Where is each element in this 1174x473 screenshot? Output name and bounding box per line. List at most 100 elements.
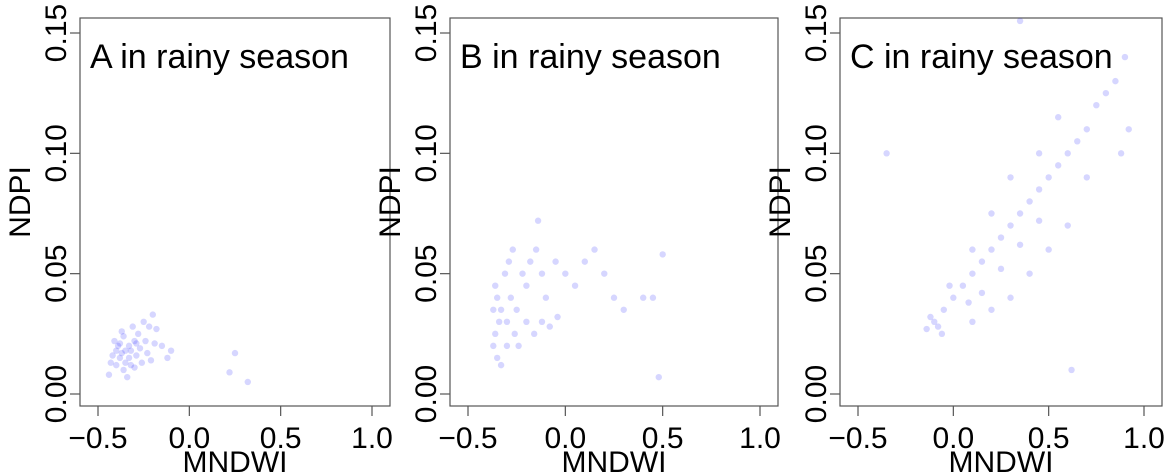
data-point xyxy=(167,347,175,354)
data-point xyxy=(492,282,499,289)
data-points xyxy=(490,217,666,381)
data-point xyxy=(490,306,497,313)
data-point xyxy=(147,357,155,364)
data-point xyxy=(1083,174,1091,181)
x-axis-label: MNDWI xyxy=(949,446,1054,473)
data-point xyxy=(946,282,953,289)
data-point xyxy=(149,311,156,318)
data-point xyxy=(938,330,946,338)
data-point xyxy=(554,313,561,321)
x-tick-label: −0.5 xyxy=(828,422,887,455)
data-point xyxy=(116,340,124,347)
data-point xyxy=(978,258,986,265)
x-tick-label: 0.5 xyxy=(1028,422,1070,455)
data-point xyxy=(1016,17,1024,25)
data-point xyxy=(659,251,666,258)
data-point xyxy=(532,246,540,253)
data-point xyxy=(507,294,515,301)
data-point xyxy=(125,354,133,362)
y-axis-label: NDPI xyxy=(764,166,797,238)
data-point xyxy=(1016,210,1024,217)
data-point xyxy=(1016,241,1024,248)
data-point xyxy=(116,354,124,362)
x-axis-label: MNDWI xyxy=(562,446,667,473)
data-point xyxy=(136,345,144,352)
data-point xyxy=(620,306,627,313)
data-point xyxy=(120,366,127,374)
data-point xyxy=(122,347,129,354)
data-point xyxy=(231,349,239,357)
data-points xyxy=(105,311,251,386)
data-point xyxy=(546,323,553,330)
data-point xyxy=(610,294,618,301)
data-point xyxy=(511,330,518,338)
x-tick-label: 1.0 xyxy=(739,422,781,455)
data-point xyxy=(501,270,509,277)
data-point xyxy=(959,282,967,289)
data-point xyxy=(542,294,550,301)
data-point xyxy=(931,318,938,325)
data-point xyxy=(1068,366,1075,374)
x-tick-label: 0.0 xyxy=(544,422,586,455)
data-point xyxy=(1035,217,1043,224)
data-point xyxy=(927,313,934,321)
data-point xyxy=(503,342,511,350)
data-point xyxy=(950,294,957,301)
data-point xyxy=(1007,294,1014,301)
x-tick-label: −0.5 xyxy=(438,422,497,455)
data-point xyxy=(523,282,530,289)
y-tick-label: 0.15 xyxy=(410,4,443,62)
data-point xyxy=(1125,126,1132,133)
data-point xyxy=(122,359,129,366)
data-point xyxy=(503,318,511,325)
data-point xyxy=(131,364,138,371)
data-point xyxy=(571,282,579,289)
data-point xyxy=(534,217,542,224)
data-point xyxy=(1007,174,1014,181)
data-point xyxy=(1035,150,1043,157)
data-point xyxy=(497,361,505,369)
data-point xyxy=(1064,150,1071,157)
data-point xyxy=(120,333,127,340)
y-axis-label: NDPI xyxy=(374,166,407,238)
x-tick-label: 1.0 xyxy=(351,422,393,455)
y-tick-label: 0.00 xyxy=(800,365,833,423)
data-point xyxy=(129,323,136,330)
data-point xyxy=(969,318,976,325)
y-tick-label: 0.05 xyxy=(40,244,73,302)
data-point xyxy=(883,150,890,157)
chart-panel-3: C in rainy season −0.5 0.0 0.5 1.0 0.00 0.05 0.… xyxy=(764,4,1165,473)
x-tick-label: 0.5 xyxy=(260,422,302,455)
data-point xyxy=(988,306,995,313)
y-tick-label: 0.15 xyxy=(800,4,833,62)
data-point xyxy=(1026,270,1033,277)
x-tick-label: 0.0 xyxy=(168,422,210,455)
data-point xyxy=(1026,198,1033,205)
data-point xyxy=(153,325,160,333)
data-point xyxy=(988,210,995,217)
panel-title: C in rainy season xyxy=(850,38,1113,76)
chart-panel-2: B in rainy season −0.5 0.0 0.5 1.0 0.00 0.05 0.… xyxy=(374,4,781,473)
data-point xyxy=(978,289,986,297)
data-point xyxy=(513,306,520,313)
data-point xyxy=(581,258,588,265)
data-point xyxy=(244,378,251,386)
data-point xyxy=(640,294,647,301)
data-point xyxy=(1102,89,1110,97)
plot-frame xyxy=(79,17,391,407)
data-point xyxy=(140,318,147,325)
data-point xyxy=(124,373,131,381)
panel-title: A in rainy season xyxy=(90,38,349,76)
data-point xyxy=(118,349,125,357)
data-point xyxy=(1045,246,1052,253)
data-point xyxy=(1007,222,1014,229)
data-point xyxy=(538,270,546,277)
data-point xyxy=(127,361,135,369)
data-point xyxy=(538,318,546,325)
data-point xyxy=(1055,114,1062,121)
data-point xyxy=(490,342,497,350)
data-point xyxy=(144,349,151,357)
data-point xyxy=(133,352,140,359)
data-point xyxy=(113,361,120,369)
data-point xyxy=(145,323,153,330)
